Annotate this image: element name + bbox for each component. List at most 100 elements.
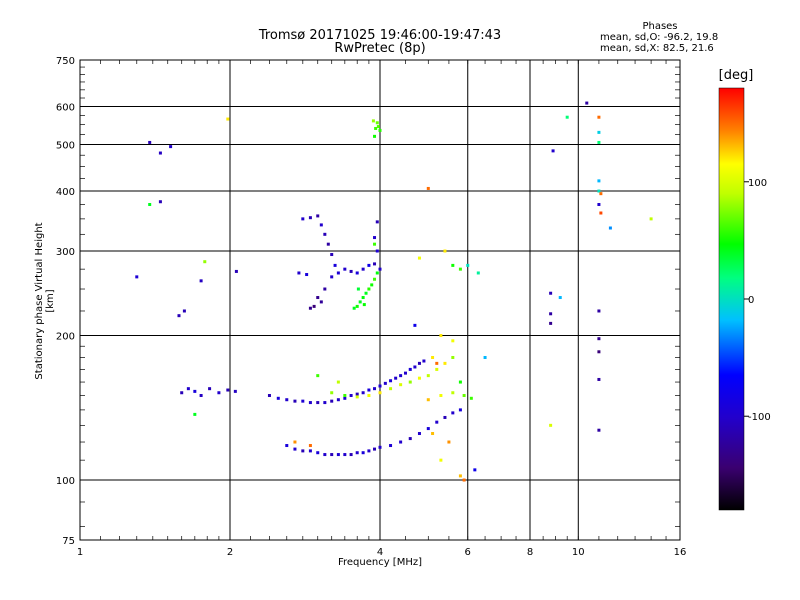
data-point bbox=[374, 126, 378, 130]
data-point bbox=[336, 398, 340, 402]
data-point bbox=[451, 355, 455, 359]
data-point bbox=[413, 365, 417, 369]
data-point bbox=[378, 128, 382, 132]
data-point bbox=[169, 145, 173, 149]
data-point bbox=[373, 134, 377, 138]
data-point bbox=[408, 380, 412, 384]
data-point bbox=[186, 387, 190, 391]
stats-o-line: mean, sd,O: -96.2, 19.8 bbox=[600, 32, 719, 43]
y-tick-label: 100 bbox=[56, 476, 75, 487]
data-point bbox=[323, 232, 327, 236]
data-point bbox=[323, 287, 327, 291]
data-point bbox=[343, 267, 347, 271]
data-point bbox=[373, 387, 377, 391]
data-point bbox=[597, 309, 601, 313]
data-point bbox=[399, 374, 403, 378]
data-point bbox=[234, 269, 238, 273]
data-point bbox=[358, 300, 362, 304]
data-point bbox=[233, 389, 237, 393]
data-point bbox=[597, 428, 601, 432]
data-point bbox=[301, 399, 305, 403]
data-point bbox=[226, 117, 230, 121]
stats-heading: Phases bbox=[642, 21, 678, 32]
data-point bbox=[177, 314, 181, 318]
data-point bbox=[439, 458, 443, 462]
data-point bbox=[361, 451, 365, 455]
data-point bbox=[364, 291, 368, 295]
data-point bbox=[148, 140, 152, 144]
data-point bbox=[389, 387, 393, 391]
data-point bbox=[199, 394, 203, 398]
data-point bbox=[378, 384, 382, 388]
data-point bbox=[394, 376, 398, 380]
data-point bbox=[373, 236, 377, 240]
data-point bbox=[355, 395, 359, 399]
data-point bbox=[316, 401, 320, 405]
colorbar-tick-label: 100 bbox=[748, 178, 767, 189]
colorbar-tick-label: 0 bbox=[748, 295, 754, 306]
data-point bbox=[193, 412, 197, 416]
data-point bbox=[158, 151, 162, 155]
data-point bbox=[451, 391, 455, 395]
data-point bbox=[267, 394, 271, 398]
data-point bbox=[426, 186, 430, 190]
data-point bbox=[330, 253, 334, 257]
data-point bbox=[301, 217, 305, 221]
data-point bbox=[373, 277, 377, 281]
data-point bbox=[203, 260, 207, 264]
data-point bbox=[316, 214, 320, 218]
data-point bbox=[352, 306, 356, 310]
data-point bbox=[293, 399, 297, 403]
data-point bbox=[403, 371, 407, 375]
data-point bbox=[597, 115, 601, 119]
data-point bbox=[349, 269, 353, 273]
data-point bbox=[333, 263, 337, 267]
x-tick-label: 8 bbox=[527, 547, 533, 558]
data-point bbox=[349, 394, 353, 398]
data-point bbox=[597, 130, 601, 134]
data-point bbox=[378, 267, 382, 271]
data-point bbox=[426, 398, 430, 402]
data-point bbox=[330, 453, 334, 457]
data-point bbox=[458, 474, 462, 478]
data-point bbox=[426, 374, 430, 378]
data-point bbox=[443, 361, 447, 365]
data-point bbox=[597, 189, 601, 193]
data-point bbox=[549, 423, 553, 427]
y-tick-label: 300 bbox=[56, 247, 75, 258]
data-point bbox=[408, 367, 412, 371]
data-point bbox=[361, 391, 365, 395]
data-point bbox=[408, 437, 412, 441]
y-tick-label: 500 bbox=[56, 141, 75, 152]
y-tick-label: 600 bbox=[56, 103, 75, 114]
chart-title: Tromsø 20171025 19:46:00-19:47:43 bbox=[258, 28, 502, 43]
axes: 1 2 4 6 8 10 16 75 100 200 300 400 500 600 750 bbox=[56, 56, 686, 558]
data-point bbox=[312, 304, 316, 308]
data-point bbox=[376, 125, 380, 129]
data-point bbox=[343, 396, 347, 400]
data-point bbox=[323, 453, 327, 457]
x-tick-label: 6 bbox=[465, 547, 471, 558]
data-point bbox=[608, 226, 612, 230]
x-tick-label: 4 bbox=[377, 547, 383, 558]
data-point bbox=[308, 216, 312, 220]
data-point bbox=[378, 445, 382, 449]
data-point bbox=[316, 296, 320, 300]
data-point bbox=[285, 398, 289, 402]
data-point bbox=[375, 271, 379, 275]
data-point bbox=[597, 202, 601, 206]
data-point bbox=[349, 453, 353, 457]
data-point bbox=[375, 249, 379, 253]
data-point bbox=[367, 449, 371, 453]
data-point bbox=[417, 361, 421, 365]
x-tick-label: 1 bbox=[77, 547, 83, 558]
data-point bbox=[135, 275, 139, 279]
data-point bbox=[362, 303, 366, 307]
x-tick-label: 16 bbox=[674, 547, 687, 558]
data-point bbox=[316, 451, 320, 455]
data-point bbox=[426, 427, 430, 431]
data-point bbox=[435, 367, 439, 371]
data-point bbox=[305, 273, 309, 277]
data-point bbox=[336, 271, 340, 275]
data-point bbox=[293, 440, 297, 444]
